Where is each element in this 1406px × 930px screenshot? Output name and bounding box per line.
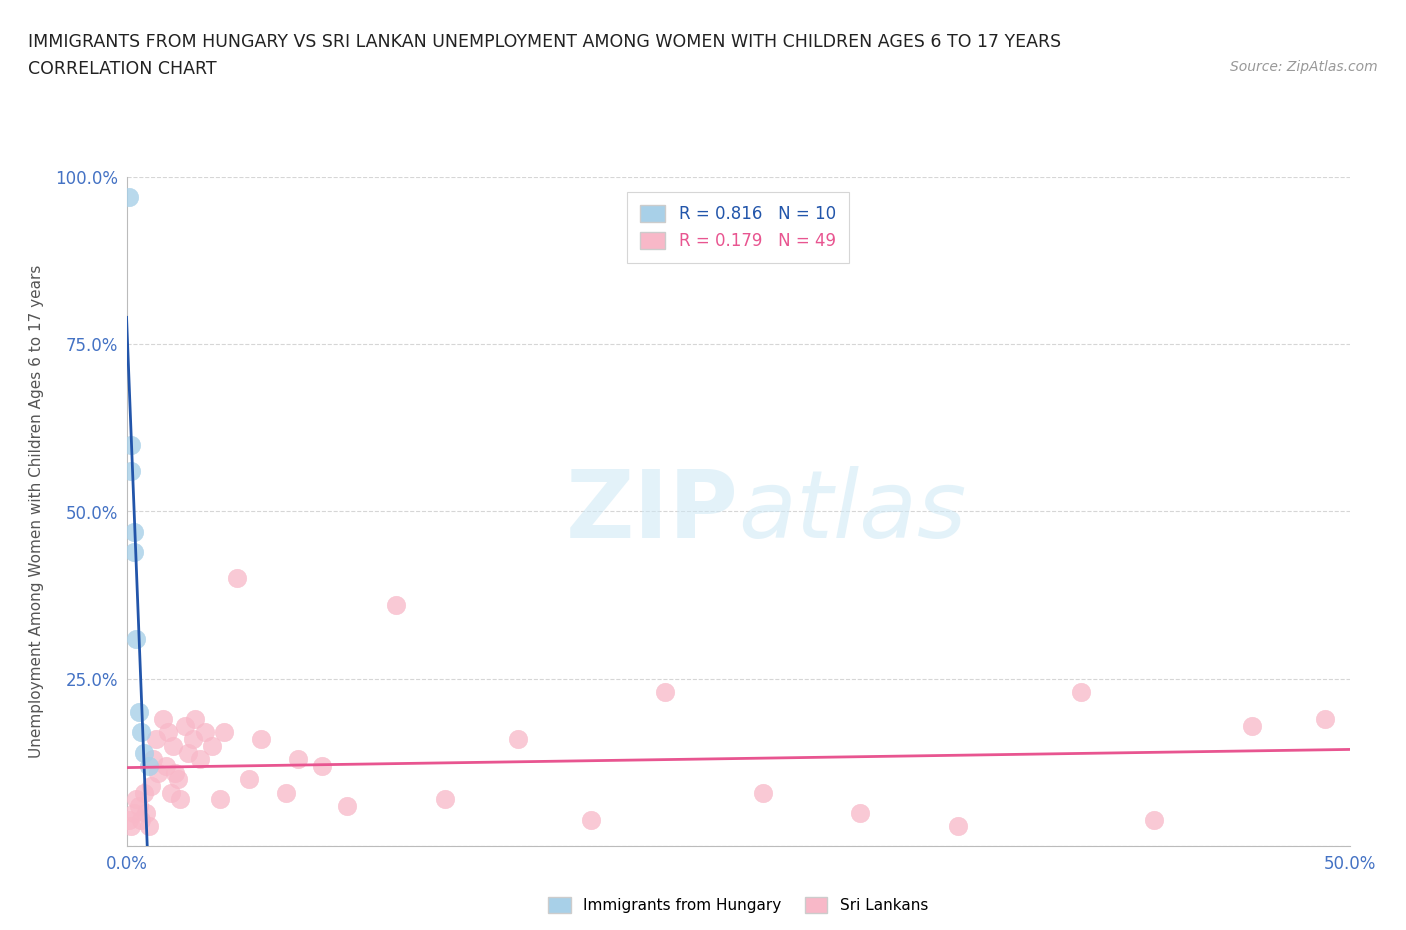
Point xyxy=(194,725,217,740)
Point xyxy=(118,812,141,827)
Point xyxy=(581,812,603,827)
Point xyxy=(165,765,187,780)
Point xyxy=(128,799,150,814)
Point xyxy=(654,684,676,699)
Point xyxy=(208,792,231,807)
Point xyxy=(132,745,155,760)
Point xyxy=(506,732,529,747)
Point xyxy=(122,805,145,820)
Text: CORRELATION CHART: CORRELATION CHART xyxy=(28,60,217,78)
Point xyxy=(311,759,333,774)
Text: ZIP: ZIP xyxy=(565,466,738,557)
Point xyxy=(274,785,297,800)
Point xyxy=(336,799,359,814)
Point xyxy=(135,805,157,820)
Point xyxy=(157,725,180,740)
Point xyxy=(238,772,260,787)
Point xyxy=(181,732,204,747)
Point xyxy=(177,745,200,760)
Point xyxy=(122,525,145,539)
Point xyxy=(948,818,970,833)
Point xyxy=(125,792,148,807)
Point xyxy=(129,725,152,740)
Text: atlas: atlas xyxy=(738,466,966,557)
Point xyxy=(849,805,872,820)
Point xyxy=(145,732,167,747)
Y-axis label: Unemployment Among Women with Children Ages 6 to 17 years: Unemployment Among Women with Children A… xyxy=(30,265,44,758)
Point xyxy=(1070,684,1092,699)
Point xyxy=(142,751,165,766)
Text: IMMIGRANTS FROM HUNGARY VS SRI LANKAN UNEMPLOYMENT AMONG WOMEN WITH CHILDREN AGE: IMMIGRANTS FROM HUNGARY VS SRI LANKAN UN… xyxy=(28,33,1062,50)
Point xyxy=(129,812,152,827)
Point xyxy=(384,598,406,613)
Text: Source: ZipAtlas.com: Source: ZipAtlas.com xyxy=(1230,60,1378,74)
Point xyxy=(118,190,141,205)
Point xyxy=(162,738,184,753)
Point xyxy=(120,818,142,833)
Point xyxy=(287,751,309,766)
Point xyxy=(214,725,236,740)
Point xyxy=(167,772,190,787)
Point xyxy=(751,785,773,800)
Point xyxy=(184,711,207,726)
Point xyxy=(159,785,181,800)
Point xyxy=(120,464,142,479)
Point xyxy=(1240,718,1263,733)
Point xyxy=(1143,812,1166,827)
Point xyxy=(138,818,160,833)
Point xyxy=(128,705,150,720)
Point xyxy=(433,792,456,807)
Point xyxy=(201,738,224,753)
Point xyxy=(122,544,145,559)
Point xyxy=(152,711,174,726)
Point xyxy=(120,437,142,452)
Point xyxy=(1315,711,1337,726)
Point xyxy=(155,759,177,774)
Point xyxy=(225,571,247,586)
Point xyxy=(148,765,170,780)
Point xyxy=(125,631,148,646)
Point xyxy=(169,792,191,807)
Point xyxy=(138,759,160,774)
Point xyxy=(132,785,155,800)
Point xyxy=(174,718,197,733)
Point xyxy=(139,778,162,793)
Legend: Immigrants from Hungary, Sri Lankans: Immigrants from Hungary, Sri Lankans xyxy=(543,891,934,919)
Point xyxy=(250,732,273,747)
Point xyxy=(188,751,211,766)
